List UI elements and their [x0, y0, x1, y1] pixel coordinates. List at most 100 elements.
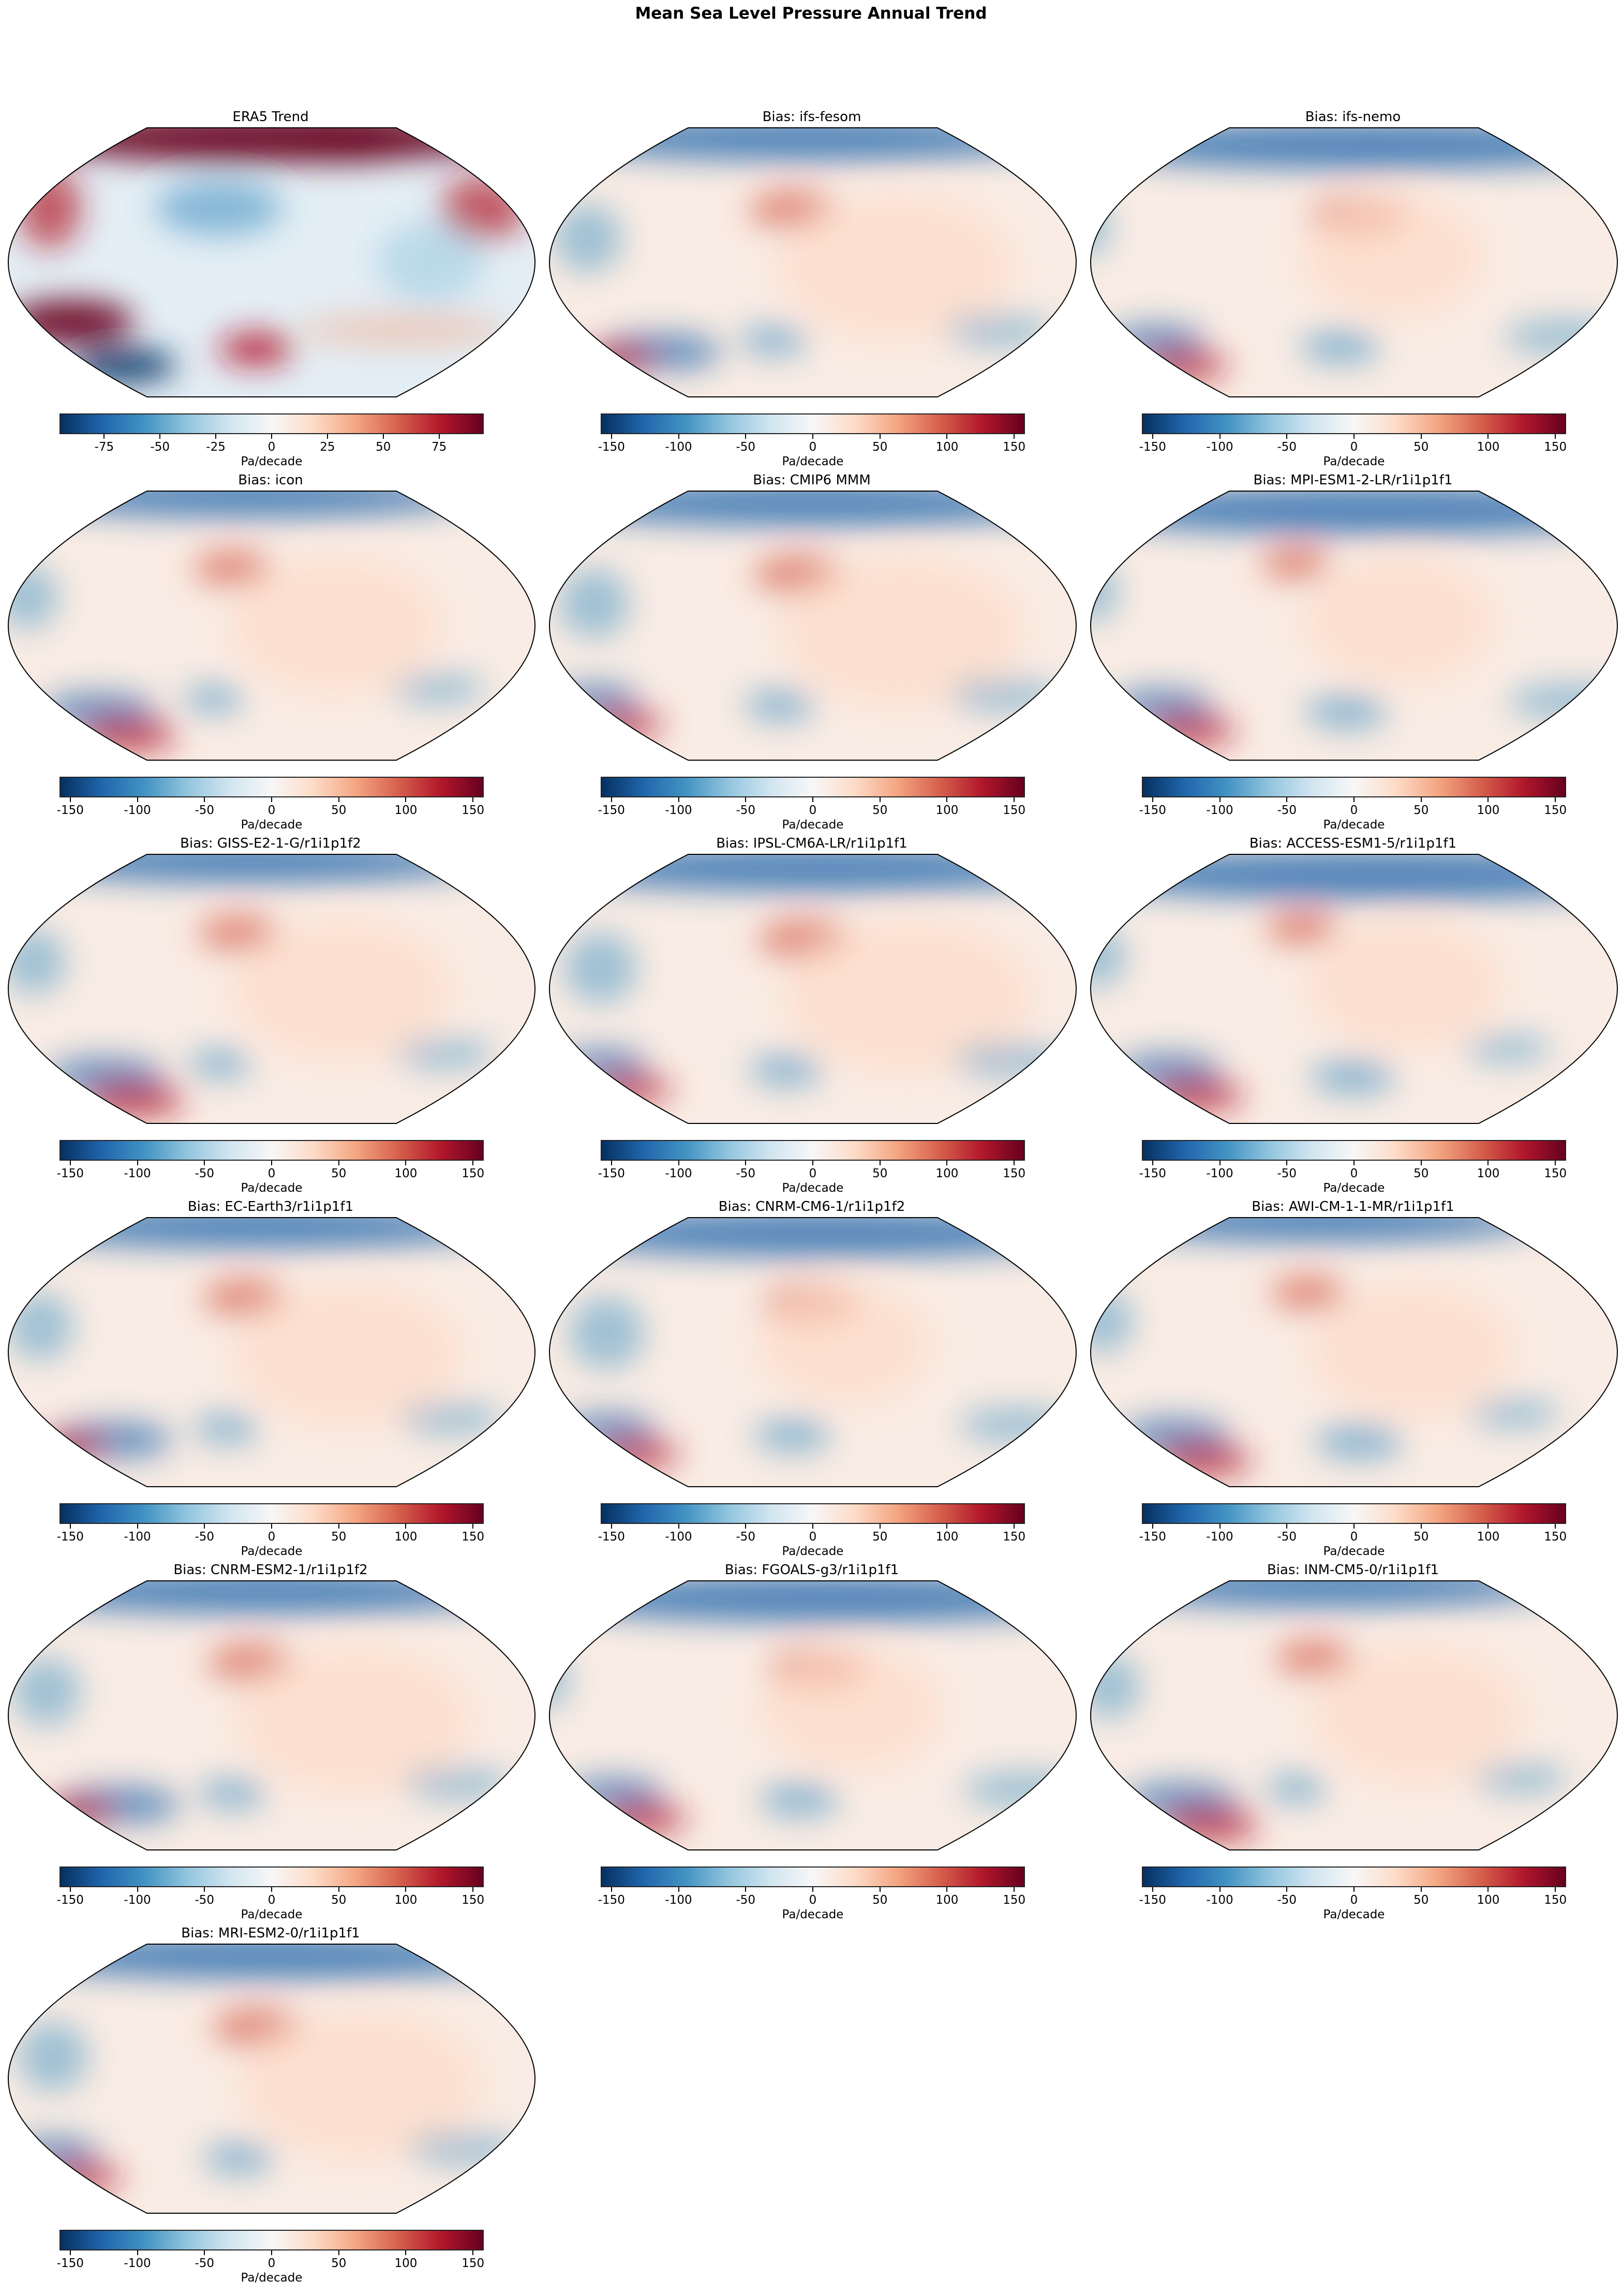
tick-label: -50: [736, 440, 756, 454]
tick-label: 0: [267, 1530, 276, 1544]
tick-mark: [946, 1524, 948, 1529]
field-anomaly: [1147, 716, 1235, 745]
map-plot: [7, 854, 536, 1124]
tick-mark: [1014, 797, 1015, 802]
field-anomaly: [1162, 1810, 1259, 1840]
colorbar-label: Pa/decade: [241, 2271, 303, 2285]
map-panel: Bias: GISS-E2-1-G/r1i1p1f2 -150 -100 -50 0 50…: [0, 836, 541, 1206]
field-anomaly: [564, 932, 637, 1004]
field-anomaly: [395, 1038, 494, 1069]
tick-label: -50: [195, 1167, 215, 1180]
tick-mark: [215, 434, 217, 439]
colorbar-label: Pa/decade: [241, 1908, 303, 1921]
field-anomaly: [1301, 195, 1483, 317]
tick-mark: [879, 1161, 881, 1165]
colorbar: [59, 1867, 484, 1887]
tick-label: -150: [1139, 1167, 1166, 1180]
field-anomaly: [20, 491, 473, 517]
tick-mark: [204, 1161, 205, 1165]
tick-label: -50: [1277, 1530, 1297, 1544]
tick-label: -100: [1206, 1167, 1233, 1180]
panel-title: Bias: FGOALS-g3/r1i1p1f1: [724, 1562, 899, 1578]
tick-label: 50: [1413, 1530, 1429, 1544]
tick-label: 150: [462, 2257, 485, 2270]
panel-title: Bias: EC-Earth3/r1i1p1f1: [187, 1199, 354, 1214]
map-plot: [1090, 854, 1618, 1124]
colorbar-label: Pa/decade: [241, 455, 303, 468]
map-panel: Bias: ACCESS-ESM1-5/r1i1p1f1 -150 -100 -50 0…: [1082, 836, 1622, 1206]
colorbar-ticks: -150 -100 -50 0 50 100 150: [57, 797, 484, 828]
tick-mark: [611, 1524, 612, 1529]
field-anomaly: [1105, 1218, 1539, 1241]
tick-label: 50: [1413, 440, 1429, 454]
tick-mark: [1219, 1887, 1221, 1892]
field-anomaly: [1271, 1275, 1347, 1311]
tick-label: -150: [1139, 440, 1166, 454]
colorbar-ticks: -150 -100 -50 0 50 100 150: [598, 434, 1025, 465]
tick-label: -100: [124, 1530, 151, 1544]
tick-mark: [137, 1887, 138, 1892]
tick-label: 150: [1544, 1893, 1567, 1907]
tick-mark: [271, 797, 272, 802]
tick-mark: [1555, 1887, 1556, 1892]
map-boundary: [1090, 854, 1618, 1124]
tick-mark: [879, 1524, 881, 1529]
tick-mark: [879, 1887, 881, 1892]
tick-label: -150: [598, 440, 625, 454]
tick-mark: [1420, 797, 1422, 802]
tick-mark: [204, 1524, 205, 1529]
map-plot: [7, 1217, 536, 1487]
tick-mark: [405, 2250, 407, 2255]
colorbar-ticks: -150 -100 -50 0 50 100 150: [1139, 797, 1567, 828]
tick-label: 0: [1350, 1893, 1358, 1907]
tick-label: -150: [56, 1167, 84, 1180]
tick-mark: [1353, 797, 1355, 802]
tick-mark: [812, 434, 813, 439]
panel-title: Bias: icon: [238, 472, 303, 488]
panel-title: Bias: CNRM-ESM2-1/r1i1p1f2: [173, 1562, 368, 1578]
colorbar-label: Pa/decade: [241, 1545, 303, 1558]
tick-label: 50: [1413, 1167, 1429, 1180]
tick-mark: [812, 797, 813, 802]
field-anomaly: [40, 1799, 113, 1825]
tick-label: -100: [1206, 1893, 1233, 1907]
tick-label: 0: [267, 440, 276, 454]
tick-label: -50: [195, 804, 215, 817]
tick-mark: [137, 2250, 138, 2255]
field-anomaly: [557, 1049, 648, 1079]
tick-label: 100: [394, 1893, 418, 1907]
tick-label: -150: [56, 2257, 84, 2270]
field-anomaly: [553, 204, 622, 273]
tick-label: -50: [1277, 440, 1297, 454]
field-anomaly: [408, 2131, 518, 2165]
tick-mark: [69, 1524, 71, 1529]
tick-label: 100: [1477, 1530, 1500, 1544]
field-anomaly: [569, 1296, 644, 1370]
tick-mark: [1152, 1161, 1153, 1165]
field-anomaly: [754, 1418, 831, 1452]
tick-label: 50: [331, 1167, 347, 1180]
field-anomaly: [954, 1043, 1067, 1077]
tick-label: -50: [736, 1893, 756, 1907]
panel-title: Bias: MPI-ESM1-2-LR/r1i1p1f1: [1253, 472, 1453, 488]
field-anomaly: [198, 914, 280, 952]
field-anomaly: [298, 128, 404, 162]
tick-mark: [1487, 1524, 1489, 1529]
tick-label: -100: [665, 804, 692, 817]
colorbar-label: Pa/decade: [782, 455, 844, 468]
field-anomaly: [399, 1402, 501, 1434]
tick-label: -50: [195, 1530, 215, 1544]
tick-label: -100: [124, 2257, 151, 2270]
colorbar-ticks: -150 -100 -50 0 50 100 150: [1139, 1161, 1567, 1192]
tick-label: 75: [431, 440, 447, 454]
colorbar-ticks: -75 -50 -25 0 25 50 75: [59, 434, 484, 465]
colorbar: [601, 413, 1025, 434]
tick-mark: [204, 2250, 205, 2255]
field-anomaly: [549, 1218, 1076, 1256]
tick-mark: [1219, 797, 1221, 802]
tick-mark: [137, 1161, 138, 1165]
panel-title: Bias: IPSL-CM6A-LR/r1i1p1f1: [716, 836, 907, 851]
map-panel: Bias: AWI-CM-1-1-MR/r1i1p1f1 -150 -100 -50 0…: [1082, 1199, 1622, 1569]
tick-label: -150: [598, 1530, 625, 1544]
map-panel: Bias: FGOALS-g3/r1i1p1f1 -150 -100 -50 0 50 10…: [541, 1562, 1082, 1933]
